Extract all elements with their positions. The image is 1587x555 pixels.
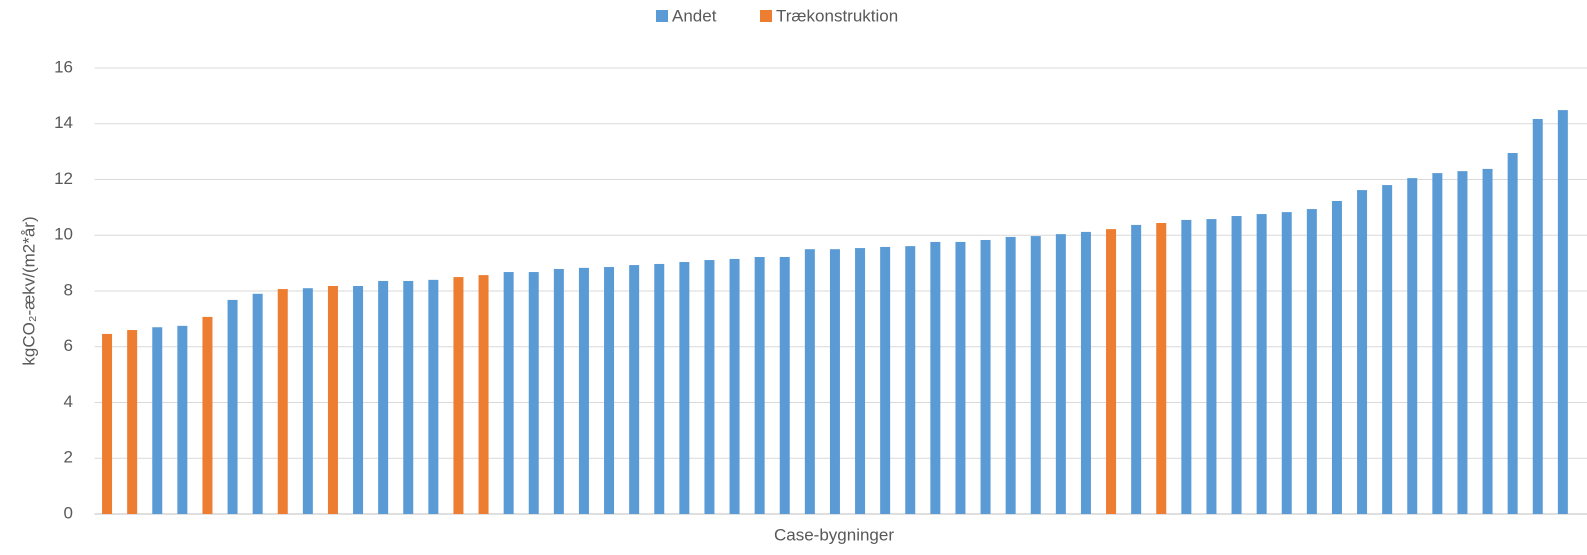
bar <box>553 268 564 514</box>
bar <box>1557 110 1568 514</box>
bar <box>754 256 765 514</box>
bar <box>403 280 414 514</box>
bar <box>1331 200 1342 514</box>
legend-swatch <box>760 10 772 22</box>
bar <box>202 316 213 514</box>
y-tick-label: 14 <box>54 113 73 132</box>
bar <box>428 279 439 514</box>
bar <box>905 246 916 514</box>
bar <box>1005 236 1016 515</box>
bar <box>804 249 815 514</box>
bar <box>1055 234 1066 514</box>
x-axis-label: Case-bygninger <box>774 525 894 544</box>
bar <box>704 260 715 514</box>
legend-label: Trækonstruktion <box>776 6 898 25</box>
bar <box>1407 178 1418 514</box>
bar <box>1080 231 1091 514</box>
bar <box>102 333 113 514</box>
bar <box>1181 219 1192 514</box>
bar <box>127 330 138 514</box>
bar <box>1432 173 1443 514</box>
bar <box>528 272 539 514</box>
bar <box>1106 229 1117 514</box>
bar <box>277 289 288 514</box>
bar <box>478 275 489 514</box>
bar <box>1030 236 1041 514</box>
bar <box>955 241 966 514</box>
bar <box>302 288 313 514</box>
bar <box>930 241 941 514</box>
bar <box>604 267 615 514</box>
bar <box>578 267 589 514</box>
bar <box>1532 119 1543 514</box>
y-tick-label: 6 <box>64 336 73 355</box>
bar <box>855 248 866 514</box>
bar <box>1482 168 1493 514</box>
bar <box>1457 171 1468 514</box>
bar <box>829 249 840 514</box>
bar <box>1256 214 1267 514</box>
bar <box>1131 224 1142 514</box>
bar <box>378 280 389 514</box>
y-tick-label: 4 <box>64 392 73 411</box>
y-tick-label: 16 <box>54 57 73 76</box>
bar <box>779 256 790 514</box>
bar <box>353 285 364 514</box>
bar <box>729 258 740 514</box>
bar <box>252 293 263 514</box>
legend-label: Andet <box>672 6 717 25</box>
bar <box>503 272 514 514</box>
bar <box>152 327 163 514</box>
bar <box>880 246 891 514</box>
bar <box>1281 212 1292 514</box>
bar <box>177 325 188 514</box>
legend-swatch <box>656 10 668 22</box>
y-axis-label: kgCO₂-ækv/(m2*år) <box>19 216 38 365</box>
bar <box>1382 185 1393 514</box>
bar <box>1306 209 1317 515</box>
y-tick-label: 10 <box>54 225 73 244</box>
bar <box>453 277 464 514</box>
bar <box>980 239 991 514</box>
y-tick-label: 12 <box>54 169 73 188</box>
bar <box>654 263 665 514</box>
bar <box>1156 222 1167 515</box>
bar <box>629 265 640 514</box>
bar <box>1206 219 1217 514</box>
bar <box>227 299 238 514</box>
y-tick-label: 0 <box>64 503 73 522</box>
bar <box>679 262 690 514</box>
bar <box>327 285 338 514</box>
bar <box>1357 190 1368 514</box>
bar <box>1231 216 1242 515</box>
y-tick-label: 2 <box>64 448 73 467</box>
y-tick-label: 8 <box>64 280 73 299</box>
bar <box>1507 153 1518 515</box>
